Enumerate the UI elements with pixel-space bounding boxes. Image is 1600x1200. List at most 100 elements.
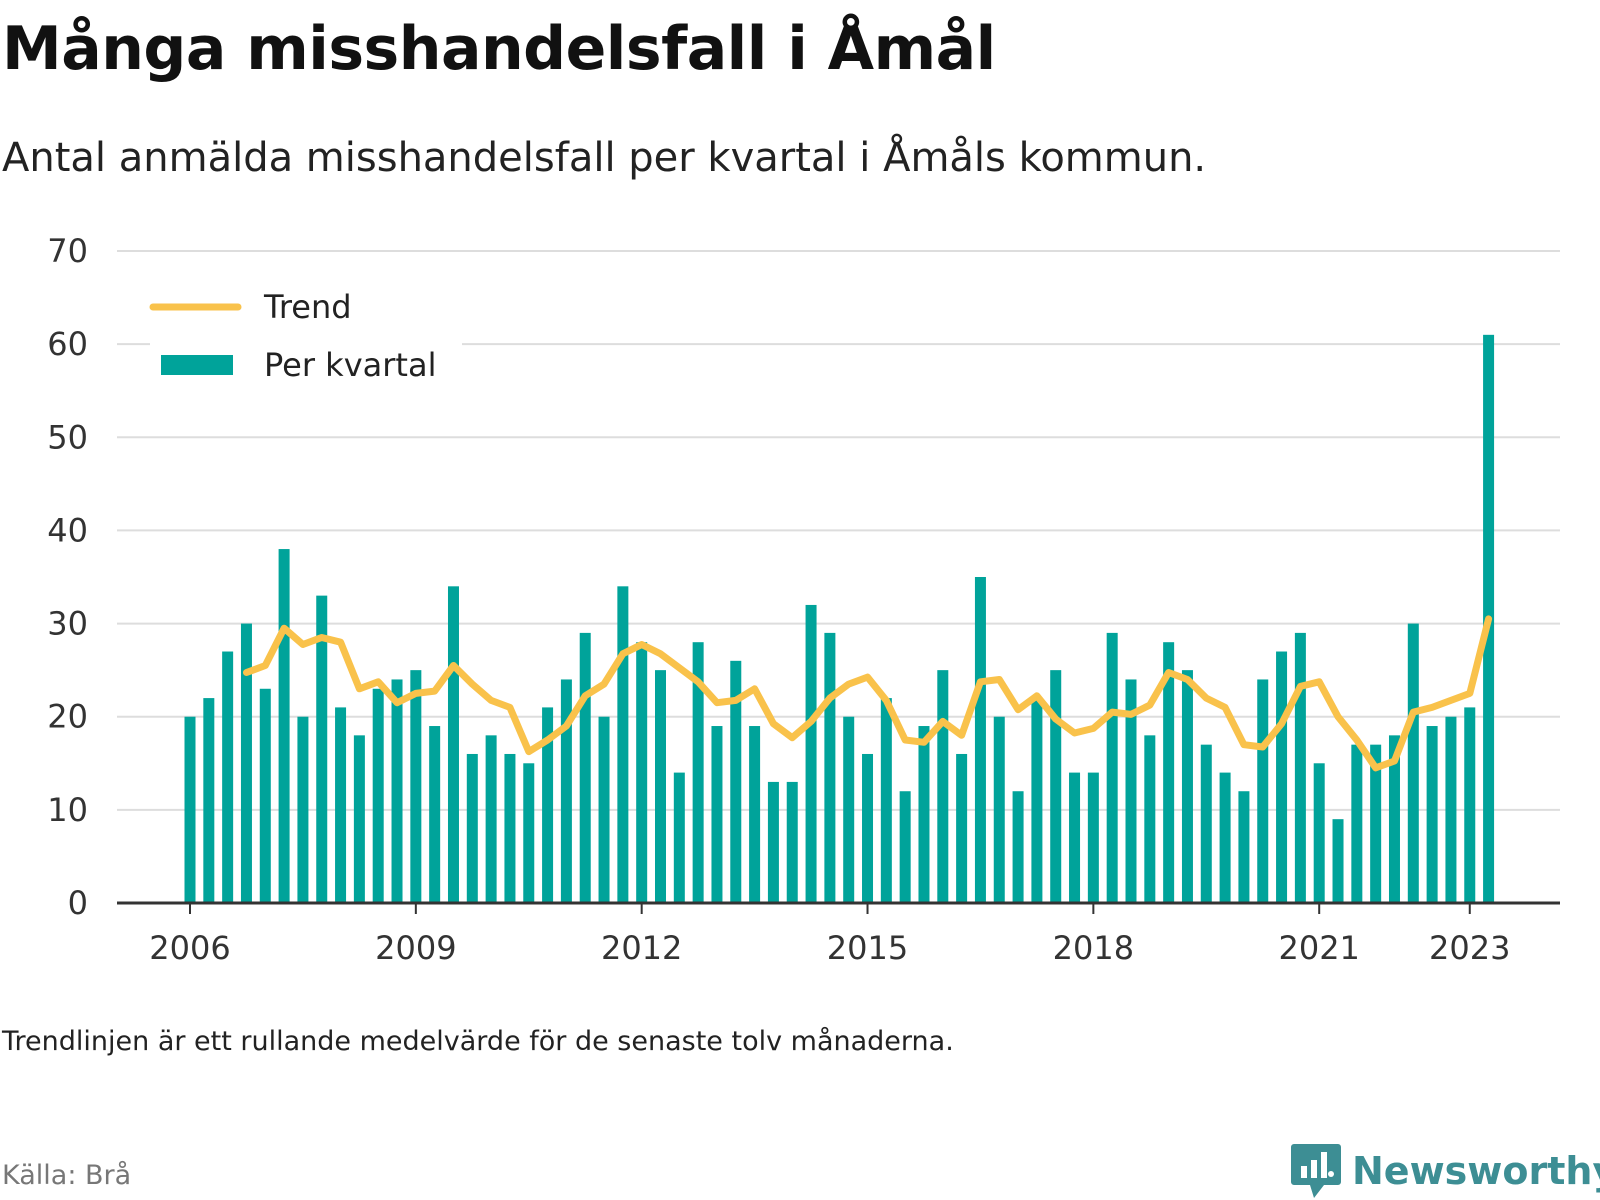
y-tick-20: 20 xyxy=(47,698,88,736)
x-tick-2006: 2006 xyxy=(149,929,230,967)
bar-17[interactable] xyxy=(504,753,516,903)
bar-40[interactable] xyxy=(937,670,949,903)
bar-38[interactable] xyxy=(899,791,911,903)
bar-65[interactable] xyxy=(1407,623,1419,903)
bar-22[interactable] xyxy=(598,716,610,903)
bar-26[interactable] xyxy=(673,772,685,903)
bar-12[interactable] xyxy=(410,670,422,903)
bar-39[interactable] xyxy=(918,726,930,903)
bar-47[interactable] xyxy=(1069,772,1081,903)
x-tick-2023: 2023 xyxy=(1429,929,1510,967)
bar-6[interactable] xyxy=(297,716,309,903)
bar-8[interactable] xyxy=(335,707,347,903)
bar-29[interactable] xyxy=(730,660,742,903)
y-tick-50: 50 xyxy=(47,418,88,456)
bar-9[interactable] xyxy=(353,735,365,903)
legend-trend-label: Trend xyxy=(263,288,352,326)
bar-34[interactable] xyxy=(824,632,836,903)
bar-49[interactable] xyxy=(1106,632,1118,903)
bar-24[interactable] xyxy=(636,642,648,903)
trend-line xyxy=(243,615,1493,772)
y-tick-60: 60 xyxy=(47,325,88,363)
bar-57[interactable] xyxy=(1257,679,1269,903)
newsworthy-logo[interactable]: Newsworthy xyxy=(1290,1142,1600,1200)
y-tick-40: 40 xyxy=(47,511,88,549)
bar-58[interactable] xyxy=(1276,651,1288,903)
bar-43[interactable] xyxy=(993,716,1005,903)
bar-21[interactable] xyxy=(579,632,591,903)
bar-54[interactable] xyxy=(1200,744,1212,903)
bar-13[interactable] xyxy=(429,726,441,903)
bar-18[interactable] xyxy=(523,763,535,903)
bar-15[interactable] xyxy=(466,753,478,903)
bar-16[interactable] xyxy=(485,735,497,903)
bar-68[interactable] xyxy=(1464,707,1476,903)
bar-33[interactable] xyxy=(805,604,817,903)
bar-52[interactable] xyxy=(1163,642,1175,903)
chart-title: Många misshandelsfall i Åmål xyxy=(2,14,996,84)
y-tick-0: 0 xyxy=(68,884,88,922)
x-tick-2018: 2018 xyxy=(1053,929,1134,967)
bar-28[interactable] xyxy=(711,726,723,903)
bar-63[interactable] xyxy=(1370,744,1382,903)
logo-text: Newsworthy xyxy=(1352,1149,1600,1193)
bar-50[interactable] xyxy=(1125,679,1137,903)
y-tick-70: 70 xyxy=(47,232,88,270)
bar-37[interactable] xyxy=(880,698,892,903)
legend-bar-swatch xyxy=(161,355,233,375)
bar-23[interactable] xyxy=(617,586,629,903)
bar-3[interactable] xyxy=(240,623,252,903)
bar-64[interactable] xyxy=(1388,735,1400,903)
bar-51[interactable] xyxy=(1144,735,1156,903)
bar-55[interactable] xyxy=(1219,772,1231,903)
bar-56[interactable] xyxy=(1238,791,1250,903)
bar-14[interactable] xyxy=(447,586,459,903)
bar-25[interactable] xyxy=(655,670,666,903)
bar-1[interactable] xyxy=(203,698,215,903)
x-tick-2009: 2009 xyxy=(375,929,456,967)
bar-2[interactable] xyxy=(222,651,234,903)
x-tick-2012: 2012 xyxy=(601,929,682,967)
bar-27[interactable] xyxy=(692,642,704,903)
bar-67[interactable] xyxy=(1445,716,1457,903)
bar-35[interactable] xyxy=(843,716,855,903)
bar-60[interactable] xyxy=(1313,763,1325,903)
bar-41[interactable] xyxy=(956,753,968,903)
bar-36[interactable] xyxy=(862,753,874,903)
y-tick-10: 10 xyxy=(47,791,88,829)
bar-61[interactable] xyxy=(1332,819,1344,903)
bar-10[interactable] xyxy=(372,688,384,903)
bar-44[interactable] xyxy=(1012,791,1024,903)
y-tick-30: 30 xyxy=(47,605,88,643)
bar-30[interactable] xyxy=(749,726,761,903)
bar-42[interactable] xyxy=(974,577,986,903)
bar-7[interactable] xyxy=(316,595,328,903)
bar-5[interactable] xyxy=(278,549,290,903)
legend-bar-label: Per kvartal xyxy=(264,346,436,384)
x-tick-2015: 2015 xyxy=(827,929,908,967)
x-tick-2021: 2021 xyxy=(1278,929,1359,967)
y-axis-ticks: 0 10 20 30 40 50 60 70 xyxy=(47,232,88,922)
bar-4[interactable] xyxy=(259,688,271,903)
bar-46[interactable] xyxy=(1050,670,1062,903)
bar-59[interactable] xyxy=(1294,632,1306,903)
bar-53[interactable] xyxy=(1181,670,1193,903)
legend[interactable]: Trend Per kvartal xyxy=(149,278,462,390)
bars xyxy=(184,334,1495,903)
x-axis-ticks: 2006 2009 2012 2015 2018 2021 2023 xyxy=(149,903,1510,967)
bar-32[interactable] xyxy=(786,781,798,903)
chart-subtitle: Antal anmälda misshandelsfall per kvarta… xyxy=(2,135,1207,181)
bar-31[interactable] xyxy=(767,781,779,903)
bar-66[interactable] xyxy=(1426,726,1438,903)
source-text: Källa: Brå xyxy=(2,1160,132,1191)
chart: 0 10 20 30 40 50 60 70 2006 2009 2012 2015 2018 2021… xyxy=(47,232,1560,967)
bar-20[interactable] xyxy=(560,679,572,903)
bar-0[interactable] xyxy=(184,716,196,903)
bar-62[interactable] xyxy=(1351,744,1363,903)
bar-48[interactable] xyxy=(1087,772,1099,903)
logo-chat-icon xyxy=(1291,1144,1341,1198)
bar-19[interactable] xyxy=(542,707,554,903)
footnote: Trendlinjen är ett rullande medelvärde f… xyxy=(2,1026,954,1057)
bar-45[interactable] xyxy=(1031,698,1043,903)
bar-11[interactable] xyxy=(391,679,403,903)
